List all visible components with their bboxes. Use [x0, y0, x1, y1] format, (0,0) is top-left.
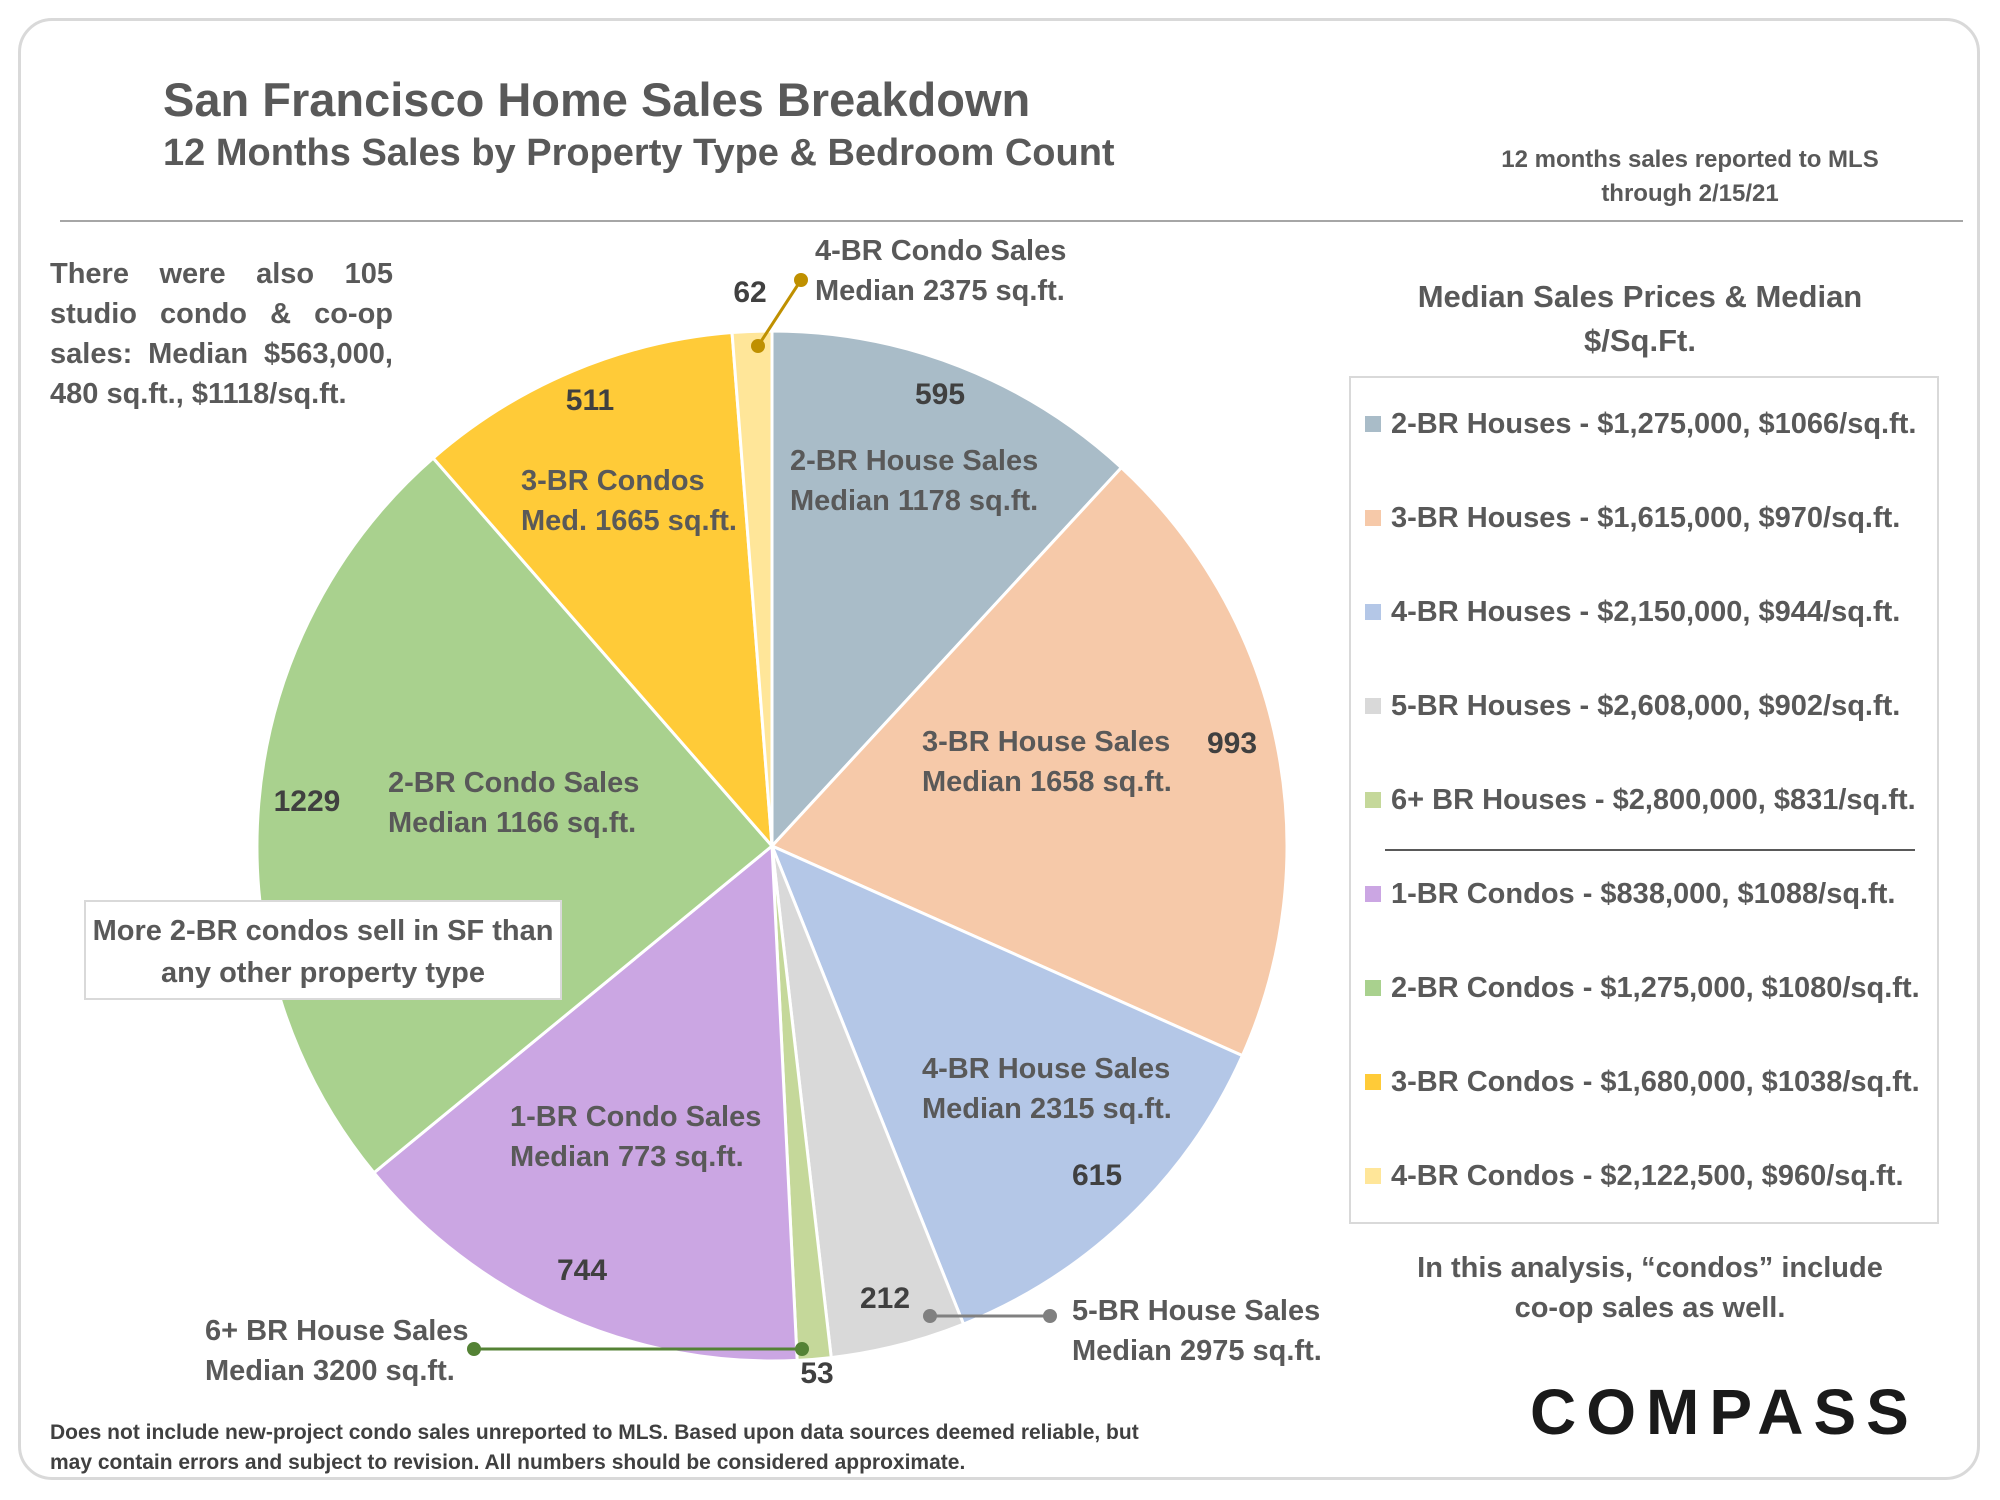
legend-separator — [1385, 849, 1915, 851]
legend-item-4-br-houses: 4-BR Houses - $2,150,000, $944/sq.ft. — [1365, 592, 1900, 632]
leader-dot-6plus-br-houses-2 — [467, 1342, 481, 1356]
slice-label-4-br-houses: 4-BR House Sales Median 2315 sq.ft. — [922, 1053, 1172, 1125]
slice-label-6plus-br-houses: 6+ BR House Sales Median 3200 sq.ft. — [205, 1315, 469, 1387]
legend-item-5-br-houses: 5-BR Houses - $2,608,000, $902/sq.ft. — [1365, 686, 1900, 726]
legend-swatch — [1365, 510, 1381, 526]
value-label-4-br-condos: 62 — [733, 276, 766, 309]
chart-frame — [18, 18, 1980, 1480]
legend-box — [1349, 376, 1939, 1224]
legend-swatch — [1365, 698, 1381, 714]
legend-item-3-br-condos: 3-BR Condos - $1,680,000, $1038/sq.ft. — [1365, 1062, 1920, 1102]
value-label-3-br-houses: 993 — [1207, 727, 1257, 760]
studio-sales-note: There were also 105 studio condo & co-op… — [50, 258, 393, 410]
leader-dot-5-br-houses-1 — [923, 1309, 937, 1323]
value-label-3-br-condos: 511 — [566, 384, 614, 417]
slice-label-1-br-condos: 1-BR Condo Sales Median 773 sq.ft. — [510, 1101, 761, 1173]
disclaimer: Does not include new-project condo sales… — [50, 1421, 1139, 1474]
legend-item-1-br-condos: 1-BR Condos - $838,000, $1088/sq.ft. — [1365, 874, 1895, 914]
slice-label-3-br-houses: 3-BR House Sales Median 1658 sq.ft. — [922, 726, 1172, 798]
legend-item-2-br-houses: 2-BR Houses - $1,275,000, $1066/sq.ft. — [1365, 404, 1916, 444]
pie-slice-3-br-condos — [431, 330, 774, 851]
slice-label-3-br-condos: 3-BR Condos Med. 1665 sq.ft. — [521, 465, 737, 537]
legend-swatch — [1365, 604, 1381, 620]
legend-label: 5-BR Houses - $2,608,000, $902/sq.ft. — [1391, 689, 1901, 722]
condos-definition-note: In this analysis, “condos” include co-op… — [1417, 1252, 1883, 1324]
legend-swatch — [1365, 1074, 1381, 1090]
pie-slice-2-br-houses — [770, 329, 1124, 850]
legend-item-2-br-condos: 2-BR Condos - $1,275,000, $1080/sq.ft. — [1365, 968, 1920, 1008]
pie-slice-3-br-houses — [769, 465, 1289, 1058]
pie-slice-4-br-houses — [769, 843, 1245, 1327]
slice-label-5-br-houses: 5-BR House Sales Median 2975 sq.ft. — [1072, 1295, 1322, 1367]
legend-label: 6+ BR Houses - $2,800,000, $831/sq.ft. — [1391, 783, 1916, 816]
legend-item-3-br-houses: 3-BR Houses - $1,615,000, $970/sq.ft. — [1365, 498, 1900, 538]
pie-slice-4-br-condos — [730, 329, 774, 847]
legend-label: 4-BR Houses - $2,150,000, $944/sq.ft. — [1391, 595, 1901, 628]
legend-label: 2-BR Condos - $1,275,000, $1080/sq.ft. — [1391, 971, 1920, 1004]
header-divider — [60, 220, 1963, 222]
value-label-4-br-houses: 615 — [1072, 1159, 1122, 1192]
pie-slice-1-br-condos — [371, 842, 799, 1363]
slice-label-2-br-houses: 2-BR House Sales Median 1178 sq.ft. — [790, 445, 1038, 517]
legend-title: Median Sales Prices & Median $/Sq.Ft. — [1417, 279, 1863, 358]
value-label-6plus-br-houses: 53 — [800, 1357, 833, 1390]
legend-label: 1-BR Condos - $838,000, $1088/sq.ft. — [1391, 877, 1896, 910]
legend-swatch — [1365, 980, 1381, 996]
two-br-condo-callout: More 2-BR condos sell in SF than any oth… — [84, 900, 562, 1000]
value-label-2-br-condos: 1229 — [274, 785, 341, 818]
leader-dot-6plus-br-houses-1 — [795, 1342, 809, 1356]
leader-dot-4-br-condos-2 — [794, 273, 808, 287]
leader-dot-5-br-houses-2 — [1043, 1309, 1057, 1323]
chart-subtitle: 12 Months Sales by Property Type & Bedro… — [163, 132, 1115, 174]
slice-label-2-br-condos: 2-BR Condo Sales Median 1166 sq.ft. — [388, 767, 639, 839]
report-period-note: 12 months sales reported to MLS through … — [1501, 146, 1879, 207]
value-label-1-br-condos: 744 — [557, 1254, 607, 1287]
slice-label-4-br-condos: 4-BR Condo Sales Median 2375 sq.ft. — [815, 235, 1066, 307]
legend-item-6plus-br-houses: 6+ BR Houses - $2,800,000, $831/sq.ft. — [1365, 780, 1916, 820]
value-label-2-br-houses: 595 — [915, 378, 965, 411]
legend-label: 4-BR Condos - $2,122,500, $960/sq.ft. — [1391, 1159, 1904, 1192]
compass-logo: COMPASS — [1530, 1376, 1919, 1448]
legend-swatch — [1365, 792, 1381, 808]
legend-label: 3-BR Condos - $1,680,000, $1038/sq.ft. — [1391, 1065, 1920, 1098]
legend-swatch — [1365, 416, 1381, 432]
legend-item-4-br-condos: 4-BR Condos - $2,122,500, $960/sq.ft. — [1365, 1156, 1904, 1196]
legend-swatch — [1365, 1168, 1381, 1184]
leader-line-4-br-condos — [756, 279, 803, 347]
value-label-5-br-houses: 212 — [860, 1282, 910, 1315]
chart-title: San Francisco Home Sales Breakdown — [163, 73, 1031, 126]
leader-dot-4-br-condos-1 — [751, 339, 765, 353]
legend-swatch — [1365, 886, 1381, 902]
legend-label: 2-BR Houses - $1,275,000, $1066/sq.ft. — [1391, 407, 1917, 440]
legend-label: 3-BR Houses - $1,615,000, $970/sq.ft. — [1391, 501, 1901, 534]
